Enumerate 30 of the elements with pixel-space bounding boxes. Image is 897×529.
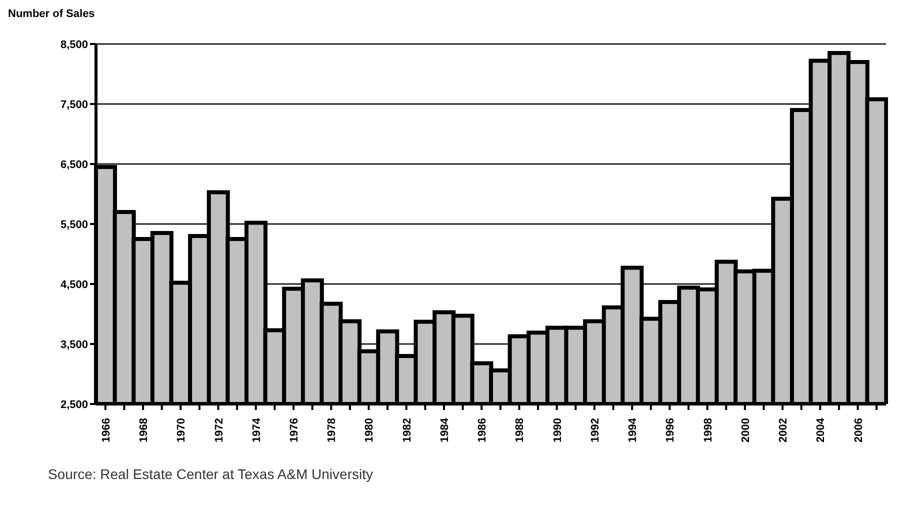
y-tick-label: 6,500 (60, 158, 88, 171)
x-tick-label: 2004 (815, 417, 828, 442)
y-tick-label: 8,500 (60, 38, 88, 51)
x-tick-label: 2002 (778, 418, 790, 442)
x-tick-label: 1980 (364, 418, 376, 442)
y-tick-label: 5,500 (60, 218, 88, 231)
y-tick-label: 3,500 (60, 338, 88, 351)
x-tick-label: 1978 (326, 418, 338, 442)
x-tick-label: 1966 (100, 418, 112, 442)
y-tick-label: 7,500 (60, 98, 88, 111)
x-tick-label: 1994 (627, 417, 640, 442)
x-tick-label: 1992 (589, 418, 602, 442)
x-tick-label: 1982 (401, 418, 414, 442)
x-tick-label: 1968 (138, 418, 150, 442)
x-tick-label: 1976 (288, 418, 300, 442)
x-tick-label: 1986 (476, 418, 489, 442)
x-tick-label: 1996 (664, 418, 677, 442)
x-tick-label: 1984 (438, 417, 451, 442)
x-tick-label: 1988 (514, 418, 526, 442)
x-tick-label: 1974 (250, 417, 263, 442)
source-note: Source: Real Estate Center at Texas A&M University (48, 466, 374, 482)
x-tick-label: 1998 (702, 418, 714, 442)
x-tick-label: 2006 (852, 418, 865, 442)
y-tick-label: 4,500 (60, 278, 88, 291)
x-tick-label: 1972 (213, 418, 226, 442)
x-tick-label: 1990 (552, 418, 564, 442)
x-tick-label: 2000 (740, 418, 752, 442)
y-tick-label: 2,500 (60, 398, 88, 411)
y-axis-title: Number of Sales (8, 8, 96, 22)
x-tick-label: 1970 (176, 418, 188, 442)
